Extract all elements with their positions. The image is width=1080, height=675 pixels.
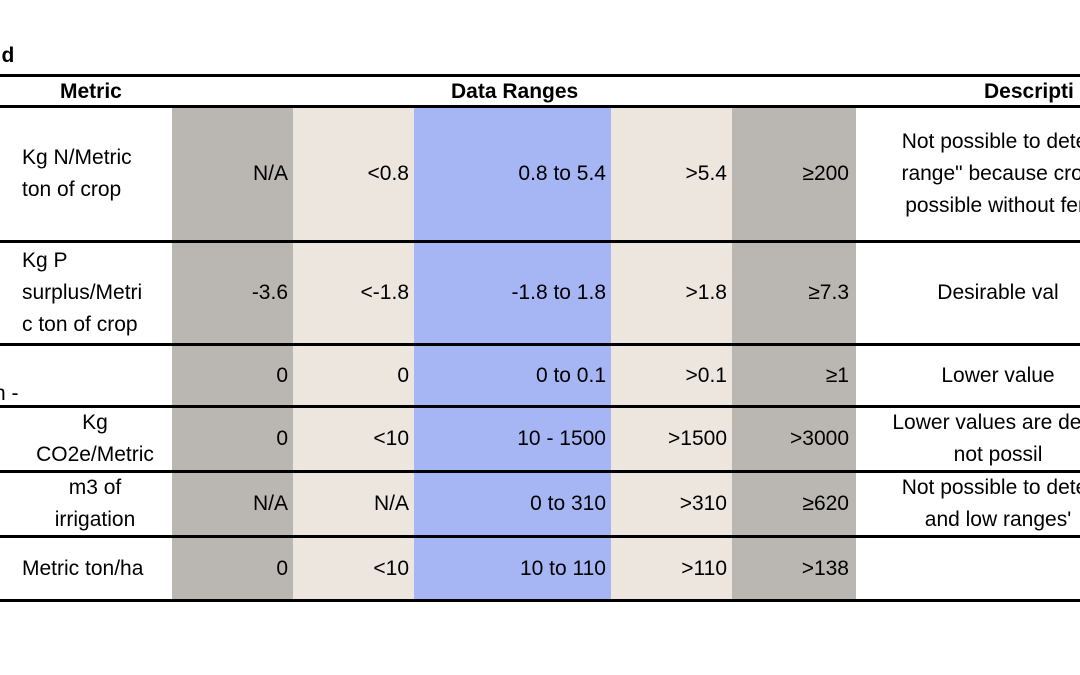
range-value-cell: >110 [681,556,727,580]
range-value-cell: -1.8 to 1.8 [511,281,606,304]
range-value-cell: >5.4 [685,162,727,185]
column-bg-1 [172,108,293,601]
range-value-cell: N/A [252,492,288,515]
top-rule [0,74,1080,77]
row-rule-5 [0,535,1080,538]
table-row: n - 0 0 0 to 0.1 >0.1 ≥1 Lower value [0,346,1080,406]
description-line: possible without fert [905,194,1080,217]
metric-line: ton of crop [22,178,122,201]
cropped-label: ) [0,485,1,509]
header-description: Descripti [984,80,1074,103]
metric-cell: Kg N/Metric ton of crop [22,108,172,240]
range-value-cell: 0 to 0.1 [535,363,606,387]
row-rule-4 [0,470,1080,473]
column-bg-4 [611,108,732,601]
range-value-cell: >1500 [668,427,727,450]
range-value-cell: >310 [679,492,727,515]
description-line: Not possible to deter [901,130,1080,153]
range-value-cell: 0 [276,427,288,450]
description-cell: Lower values are desir not possil [858,408,1080,470]
metric-cell [22,346,172,405]
metric-line: Kg N/Metric [22,146,132,169]
description-cell: Desirable val [858,243,1080,343]
description-cell [858,538,1080,599]
description-line: range" because crop [901,162,1080,185]
column-bg-3 [414,108,611,601]
row-rule-2 [0,343,1080,346]
column-bg-2 [293,108,414,601]
description-line: Desirable val [937,281,1059,304]
row-rule-3 [0,405,1080,408]
range-value-cell: >138 [801,556,849,580]
bottom-rule [0,599,1080,602]
metric-cell: Kg P surplus/Metri c ton of crop [22,243,172,343]
range-value-cell: ≥620 [802,492,849,515]
range-value-cell: ≥200 [802,162,849,185]
range-value-cell: -3.6 [251,281,288,304]
description-cell: Lower value [858,346,1080,405]
description-line: Lower value [941,363,1055,387]
range-value-cell: <10 [373,556,409,580]
metric-line: Metric ton/ha [22,556,144,580]
table-row: Metric ton/ha 0 <10 10 to 110 >110 >138 [0,538,1080,599]
range-value-cell: 10 - 1500 [517,427,606,450]
column-bg-5 [732,108,856,601]
range-value-cell: 0 [276,556,288,580]
description-line: Not possible to deter [901,476,1080,499]
range-value-cell: >3000 [790,427,849,450]
range-value-cell: 0 [276,363,288,387]
description-cell: Not possible to deter range" because crop… [858,108,1080,240]
range-value-cell: 0.8 to 5.4 [518,162,606,185]
description-line: Lower values are desir [892,411,1080,434]
header-data-ranges: Data Ranges [451,80,579,103]
header-metric: Metric [60,80,122,103]
range-value-cell: ≥1 [825,363,849,387]
metric-line: surplus/Metri [22,281,143,304]
description-line: not possil [953,443,1043,466]
range-value-cell: N/A [373,492,409,515]
metric-cell: Metric ton/ha [22,538,172,599]
metric-line: CO2e/Metric [36,443,154,466]
header-rule [0,105,1080,108]
range-value-cell: >1.8 [685,281,727,304]
table-row: Kg N/Metric ton of crop N/A <0.8 0.8 to 5.4 >… [0,108,1080,240]
metric-line: m3 of [68,476,122,499]
range-value-cell: N/A [252,162,288,185]
description-cell: Not possible to deter and low ranges' [858,473,1080,535]
range-value-cell: <-1.8 [360,281,409,304]
row-rule-1 [0,240,1080,243]
table-title: eld [0,44,15,67]
metric-cell: Kg CO2e/Metric [10,408,180,470]
range-value-cell: >0.1 [685,363,727,387]
metric-line: c ton of crop [22,313,138,336]
range-value-cell: <10 [373,427,409,450]
range-value-cell: <0.8 [367,162,409,185]
range-value-cell: 0 to 310 [530,492,606,515]
metric-cell: m3 of irrigation [10,473,180,535]
table-row: m3 of irrigation) N/A N/A 0 to 310 >310 ≥620 No… [0,473,1080,535]
table-row: Kg CO2e/Metric 0 <10 10 - 1500 >1500 >3000 Lowe… [0,408,1080,470]
metric-line: irrigation [54,508,136,531]
cropped-label: n - [0,382,19,405]
range-value-cell: 0 [397,363,409,387]
metric-line: Kg [82,411,108,434]
range-value-cell: ≥7.3 [808,281,849,304]
metric-line: Kg P [22,249,68,272]
range-value-cell: 10 to 110 [519,556,606,580]
description-line: and low ranges' [924,508,1072,531]
table-row: Kg P surplus/Metri c ton of crop -3.6 <-1.8 -… [0,243,1080,343]
